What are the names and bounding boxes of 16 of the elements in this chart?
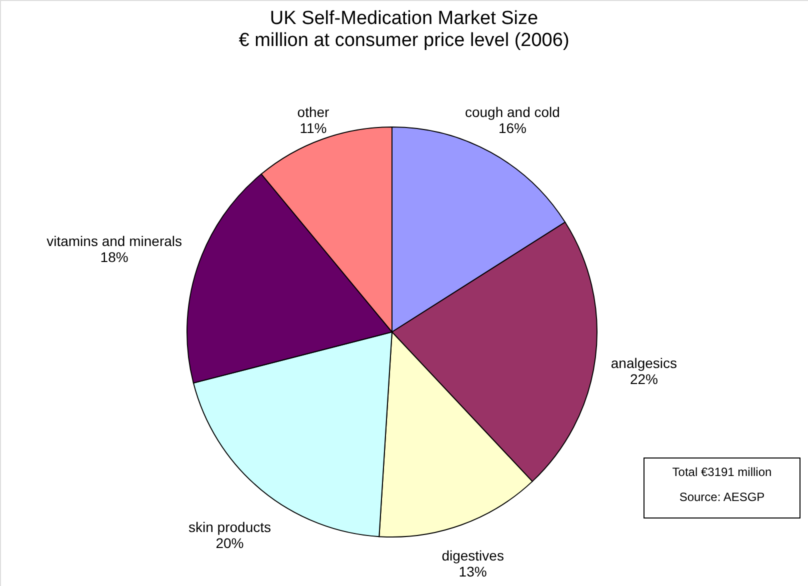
data-label: 13% <box>458 563 487 580</box>
slice-label: digestives <box>442 547 504 564</box>
slice-label: analgesics <box>610 354 678 371</box>
data-label: 11% <box>300 120 327 136</box>
data-label: 18% <box>100 248 128 265</box>
data-label: 20% <box>216 535 244 552</box>
source-note: Source: AESGP <box>679 490 765 504</box>
slice-label: cough and cold <box>464 104 560 120</box>
slice-label: skin products <box>188 519 271 536</box>
chart-title: UK Self-Medication Market Size <box>270 8 538 29</box>
data-label: 16% <box>498 120 526 136</box>
data-label: 22% <box>630 370 658 387</box>
slice-label: vitamins and minerals <box>46 232 182 249</box>
text: Total €3191 million <box>672 465 772 479</box>
chart-subtitle: € million at consumer price level (2006) <box>238 30 570 51</box>
slice-label: other <box>297 104 330 120</box>
